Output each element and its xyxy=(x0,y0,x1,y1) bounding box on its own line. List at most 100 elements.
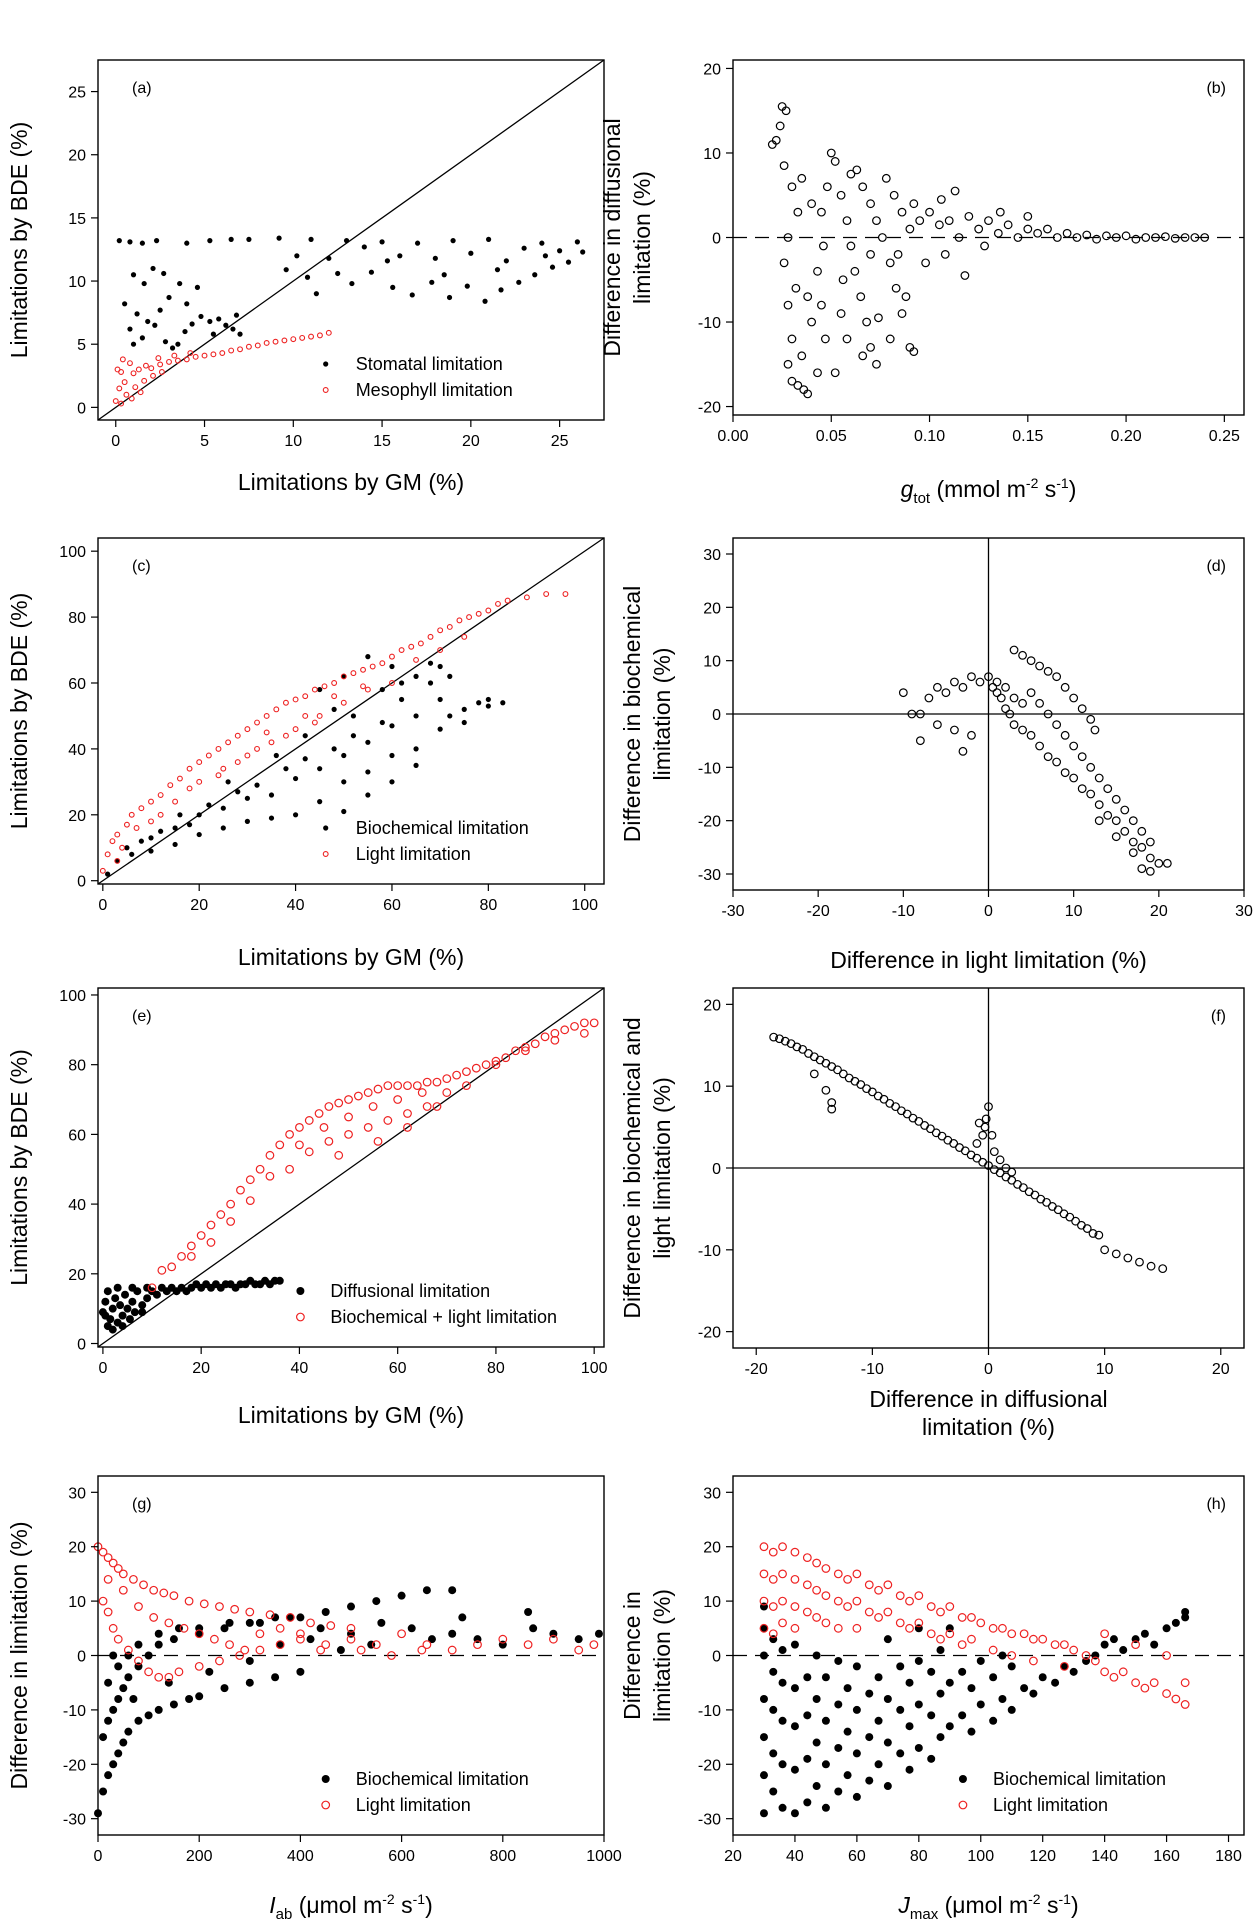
legend-marker xyxy=(322,851,329,857)
y-axis-label: Difference in biochemical and xyxy=(619,1017,645,1318)
data-point xyxy=(897,207,907,217)
data-point xyxy=(927,1667,936,1676)
panel-b: 0.00 0.05 0.10 0.15 0.20 0.25 -20 -10 0 10 20 (b) gt… xyxy=(599,59,1245,507)
data-point xyxy=(368,269,375,275)
data-point xyxy=(1043,709,1053,719)
data-point xyxy=(356,1645,366,1655)
data-point xyxy=(326,255,332,261)
data-point xyxy=(441,272,447,278)
data-point xyxy=(292,696,299,703)
data-point xyxy=(296,1634,305,1644)
data-point xyxy=(325,329,332,336)
data-point xyxy=(282,699,289,706)
data-point xyxy=(579,1028,589,1038)
legend-marker xyxy=(323,825,329,831)
data-point xyxy=(1007,1167,1017,1177)
data-point xyxy=(993,228,1003,238)
data-point xyxy=(182,328,188,335)
plot-frame xyxy=(97,59,605,421)
data-point xyxy=(134,311,140,317)
data-point xyxy=(1140,1683,1150,1693)
data-point xyxy=(856,1080,866,1089)
data-point xyxy=(118,1585,128,1595)
data-point xyxy=(282,732,289,739)
x-tick-label: 60 xyxy=(389,1360,407,1377)
data-point xyxy=(836,190,846,200)
x-axis-unit: (μmol m xyxy=(938,1892,1028,1918)
data-point xyxy=(967,730,976,740)
data-point xyxy=(936,1733,945,1742)
data-point xyxy=(1090,725,1100,735)
y-tick-label: 60 xyxy=(68,1127,86,1144)
data-point xyxy=(958,1667,967,1676)
data-point xyxy=(365,769,371,775)
data-point xyxy=(139,1580,148,1590)
x-tick-label: 15 xyxy=(373,433,391,450)
data-point xyxy=(341,673,347,680)
data-point xyxy=(184,301,190,307)
data-point xyxy=(543,591,550,597)
data-point xyxy=(821,1564,831,1573)
x-tick-label: 0 xyxy=(984,1361,993,1378)
data-point xyxy=(446,624,453,630)
data-point xyxy=(996,693,1006,703)
data-point xyxy=(150,265,156,272)
data-point xyxy=(308,236,314,242)
data-point xyxy=(466,614,473,621)
y-tick-label: 30 xyxy=(703,1485,721,1502)
data-point xyxy=(114,1662,123,1671)
data-point xyxy=(988,1645,998,1655)
y-tick-label: -10 xyxy=(698,315,721,332)
data-point xyxy=(225,739,232,746)
data-point xyxy=(1065,1212,1075,1222)
x-tick-label: 200 xyxy=(186,1848,213,1865)
data-point xyxy=(1100,1640,1109,1649)
data-point xyxy=(244,818,250,824)
data-point xyxy=(290,336,297,343)
series-2 xyxy=(759,1542,1190,1709)
data-point xyxy=(1023,211,1033,221)
data-point xyxy=(967,1613,976,1622)
legend-marker xyxy=(321,1775,330,1783)
data-point xyxy=(1149,1678,1159,1688)
data-point xyxy=(778,1618,787,1628)
x-tick-label: -30 xyxy=(721,903,744,920)
x-tick-label: 20 xyxy=(190,897,208,914)
data-point xyxy=(940,250,950,259)
data-point xyxy=(827,1098,837,1107)
data-point xyxy=(220,765,227,772)
data-point xyxy=(245,1656,254,1665)
data-point xyxy=(1086,762,1096,772)
data-point xyxy=(128,1297,137,1306)
data-point xyxy=(383,1081,393,1090)
data-point xyxy=(905,1596,914,1606)
data-point xyxy=(865,1733,874,1742)
data-point xyxy=(245,1607,255,1617)
panel-label: (g) xyxy=(132,1496,152,1513)
x-tick-label: -10 xyxy=(861,1361,884,1378)
data-point xyxy=(865,1776,874,1785)
data-point xyxy=(1007,1651,1017,1660)
y-axis-label: light limitation (%) xyxy=(649,1077,675,1259)
y-tick-label: 10 xyxy=(703,146,721,163)
data-point xyxy=(523,594,530,601)
data-point xyxy=(186,785,193,792)
data-point xyxy=(793,207,803,217)
data-point xyxy=(321,1607,330,1616)
data-point xyxy=(144,1667,154,1677)
data-point xyxy=(458,1613,467,1622)
data-point xyxy=(114,366,121,373)
data-point xyxy=(177,280,183,287)
data-point xyxy=(883,1635,892,1644)
data-point xyxy=(123,1645,133,1655)
data-point xyxy=(926,1629,936,1639)
data-point xyxy=(980,1122,990,1132)
data-point xyxy=(437,726,443,732)
x-axis-exponent: -1 xyxy=(1056,475,1069,491)
data-point xyxy=(186,765,193,772)
data-point xyxy=(265,1150,275,1160)
data-point xyxy=(119,844,126,851)
data-point xyxy=(448,1629,457,1638)
data-point xyxy=(852,1792,861,1801)
y-tick-label: -20 xyxy=(698,1757,721,1774)
